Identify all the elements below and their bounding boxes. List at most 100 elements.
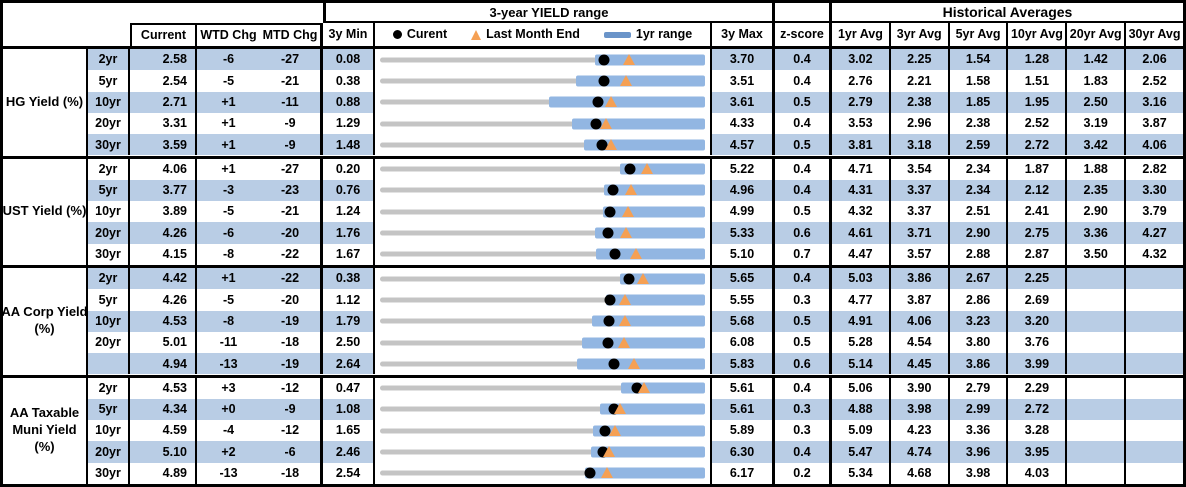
avg-cell: 4.03 (1008, 462, 1068, 484)
z-score-cell: 0.3 (775, 398, 832, 421)
avg-cell: 3.37 (890, 179, 950, 202)
current-dot-icon (602, 337, 614, 349)
tenor-cell: 2yr (88, 268, 130, 290)
3y-max-cell: 4.99 (712, 201, 775, 223)
avg-cell: 4.54 (891, 331, 950, 354)
1yr-range-bar (549, 96, 705, 108)
1yr-range-bar (603, 184, 705, 196)
avg-cell: 3.76 (1008, 331, 1068, 354)
avg-cell (1067, 289, 1127, 311)
avg-cell: 3.87 (891, 289, 950, 311)
3y-range-line (380, 209, 705, 215)
range-chart-cell (375, 289, 712, 311)
3y-max-cell: 5.68 (712, 310, 775, 332)
table-row: 20yr 5.01 -11 -18 2.50 6.08 0.5 5.28 4.54 3.80 3.7… (88, 331, 1183, 354)
3y-range-line (380, 340, 705, 346)
avg-cell (1126, 398, 1183, 421)
avg-cell: 5.34 (832, 462, 891, 484)
range-chart-cell (375, 49, 712, 71)
tenor-cell: 10yr (88, 91, 130, 113)
3y-range-line (380, 187, 705, 193)
3y-min-cell: 0.38 (323, 70, 375, 92)
avg-cell: 2.72 (1008, 134, 1068, 156)
avg-cell: 3.23 (949, 310, 1009, 332)
3y-range-line (380, 318, 705, 324)
current-dot-icon (592, 96, 604, 108)
wtd-chg-cell: -13 (197, 353, 260, 375)
avg-cell: 3.50 (1067, 243, 1127, 265)
col-header-mtd-chg: MTD Chg (260, 23, 323, 46)
z-score-cell: 0.2 (775, 462, 832, 484)
current-dot-icon (598, 75, 610, 87)
z-score-cell: 0.4 (775, 179, 832, 202)
3y-min-cell: 2.46 (323, 441, 375, 463)
avg-cell: 2.34 (950, 158, 1009, 180)
current-dot-icon (598, 54, 610, 66)
current-dot-icon (607, 184, 619, 196)
3y-max-cell: 5.55 (712, 289, 775, 311)
table-row: 2yr 2.58 -6 -27 0.08 3.70 0.4 3.02 2.25 1.54 1.28 1… (88, 49, 1183, 71)
tenor-cell: 2yr (88, 49, 130, 71)
avg-cell (1067, 398, 1127, 421)
avg-cell: 3.95 (1008, 441, 1068, 463)
current-cell: 4.94 (130, 353, 197, 375)
avg-cell: 1.58 (950, 70, 1009, 92)
avg-cell: 2.06 (1126, 49, 1183, 71)
wtd-chg-cell: +1 (221, 161, 236, 176)
wtd-chg-cell: +2 (197, 441, 260, 463)
range-chart-cell (375, 420, 712, 442)
avg-cell (1067, 441, 1127, 463)
1yr-range-bar (584, 139, 705, 151)
avg-cell: 2.79 (832, 91, 891, 113)
current-cell: 4.89 (130, 462, 197, 484)
range-chart-plot (380, 441, 705, 462)
avg-cell: 3.42 (1067, 134, 1127, 156)
current-cell: 3.89 (130, 201, 197, 223)
avg-cell: 2.96 (891, 112, 950, 135)
z-score-cell: 0.6 (775, 222, 832, 244)
avg-cell: 3.36 (950, 420, 1009, 442)
range-section-title: 3-year YIELD range (323, 3, 775, 23)
tenor-cell: 10yr (88, 201, 130, 223)
table-section: UST Yield (%) 2yr 4.06 +1 -27 0.20 5.22 0.4 4.71… (3, 158, 1183, 268)
avg-cell: 2.29 (1008, 377, 1068, 399)
avg-cell: 2.35 (1067, 179, 1127, 202)
avg-cell: 2.52 (1008, 112, 1068, 135)
avg-cell (1067, 353, 1127, 375)
avg-cell: 2.52 (1142, 73, 1167, 88)
tenor-cell: 2yr (88, 377, 130, 399)
legend-current-item: Curent (392, 28, 447, 41)
avg-cell: 1.85 (949, 91, 1009, 113)
avg-cell: 4.47 (832, 243, 891, 265)
1yr-range-bar (594, 54, 705, 66)
avg-cell: 2.38 (890, 91, 950, 113)
z-score-cell: 0.5 (775, 310, 832, 332)
tenor-cell: 5yr (88, 398, 130, 421)
1yr-range-bar (619, 163, 705, 175)
avg-cell: 4.71 (832, 158, 891, 180)
current-cell: 4.34 (130, 398, 197, 421)
3y-max-cell: 3.51 (712, 70, 775, 92)
avg-cell: 3.20 (1008, 310, 1068, 332)
tenor-cell: 2yr (88, 158, 130, 180)
avg-cell: 5.09 (832, 420, 891, 442)
wtd-chg-cell: -5 (222, 292, 235, 307)
avg-cell: 3.80 (950, 331, 1009, 354)
mtd-chg-cell: -19 (260, 353, 323, 375)
3y-min-cell: 2.50 (323, 331, 375, 354)
z-score-cell: 0.4 (775, 158, 832, 180)
last-month-end-triangle-icon (618, 315, 631, 327)
avg-cell: 3.81 (832, 134, 891, 156)
current-dot-icon (584, 467, 596, 479)
avg-cell: 1.83 (1067, 70, 1127, 92)
last-month-end-triangle-icon (622, 53, 635, 65)
last-month-end-triangle-icon (619, 227, 632, 239)
mtd-chg-cell: -23 (260, 179, 323, 202)
group-label: UST Yield (%) (3, 158, 88, 265)
3y-max-cell: 5.10 (712, 243, 775, 265)
avg-cell: 4.06 (1126, 134, 1183, 156)
z-score-cell: 0.4 (775, 377, 832, 399)
avg-cell: 2.86 (950, 289, 1009, 311)
avg-cell: 2.25 (1008, 268, 1068, 290)
